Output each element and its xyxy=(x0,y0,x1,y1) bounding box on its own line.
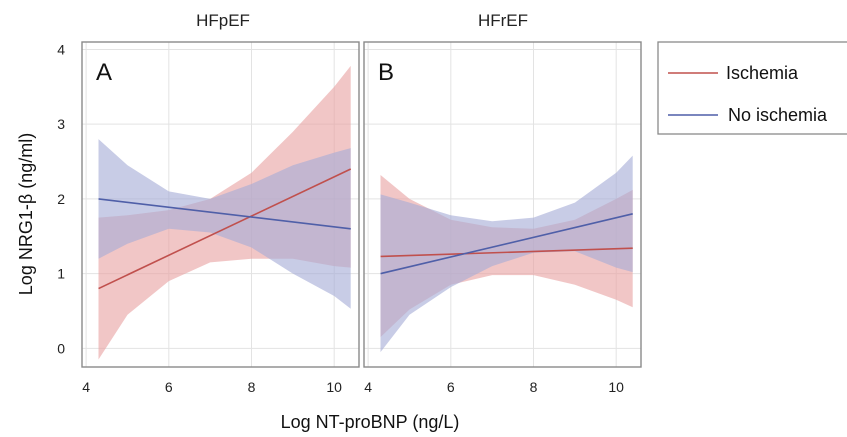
fit-line-ischemia-hfref xyxy=(380,247,633,258)
legend-label-no-ischemia: No ischemia xyxy=(728,105,828,125)
x-tick-label-8-hfref: 8 xyxy=(530,379,538,395)
facet-title-hfpef: HFpEF xyxy=(196,11,250,30)
x-tick-label-10-hfref: 10 xyxy=(608,379,624,395)
panel-hfpef: A 4 6 8 10 0 1 2 3 4 xyxy=(57,41,360,395)
legend: Ischemia No ischemia xyxy=(657,41,847,135)
panel-hfref: B 4 6 8 10 xyxy=(363,41,642,395)
legend-box xyxy=(657,41,847,135)
confidence-band-no-ischemia-hfref xyxy=(380,155,633,353)
panel-letter-hfpef: A xyxy=(96,59,112,86)
x-tick-label-6-hfref: 6 xyxy=(447,379,455,395)
x-tick-label-10-hfpef: 10 xyxy=(326,379,342,395)
fit-line-ischemia-hfpef xyxy=(98,168,352,290)
y-tick-label-4: 4 xyxy=(57,41,65,57)
x-tick-label-8-hfpef: 8 xyxy=(248,379,256,395)
x-axis-title: Log NT-proBNP (ng/L) xyxy=(281,412,460,432)
y-tick-label-2: 2 xyxy=(57,191,65,207)
facet-title-hfref: HFrEF xyxy=(478,11,528,30)
y-axis-title: Log NRG1-β (ng/ml) xyxy=(16,133,36,295)
y-tick-label-0: 0 xyxy=(57,340,65,356)
y-tick-label-1: 1 xyxy=(57,266,65,282)
panel-frame-hfref xyxy=(363,41,642,368)
fit-line-no-ischemia-hfpef xyxy=(98,198,351,230)
x-tick-label-6-hfpef: 6 xyxy=(165,379,173,395)
confidence-band-no-ischemia-hfpef xyxy=(98,139,351,309)
y-tick-label-3: 3 xyxy=(57,116,65,132)
x-tick-label-4-hfref: 4 xyxy=(364,379,372,395)
panel-letter-hfref: B xyxy=(378,59,394,86)
panels-layer: A 4 6 8 10 0 1 2 3 4 B 4 6 8 10 xyxy=(57,41,642,395)
fit-line-no-ischemia-hfref xyxy=(380,213,633,275)
panel-frame-hfpef xyxy=(81,41,360,368)
legend-label-ischemia: Ischemia xyxy=(726,63,799,83)
x-tick-label-4-hfpef: 4 xyxy=(82,379,90,395)
